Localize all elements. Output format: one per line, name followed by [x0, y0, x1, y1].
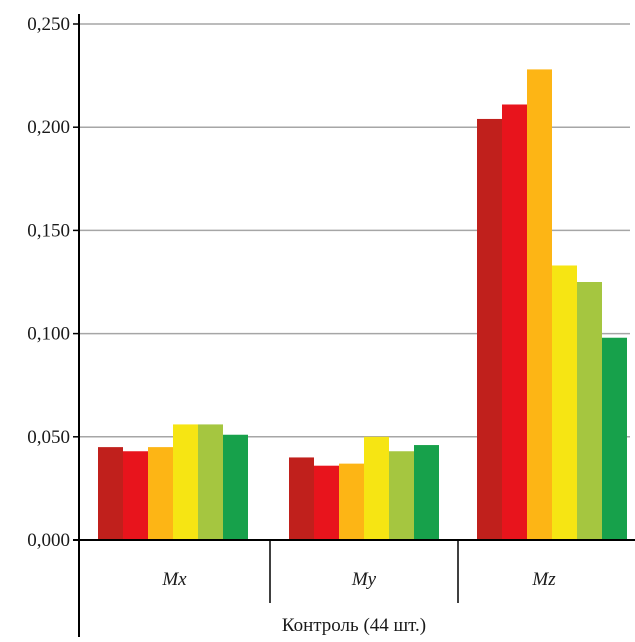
bar — [477, 118, 502, 540]
bar — [148, 447, 173, 540]
y-tick-label: 0,250 — [27, 14, 70, 35]
bar — [414, 445, 439, 540]
bar — [364, 436, 389, 540]
bar — [577, 282, 602, 540]
bar — [552, 265, 577, 540]
y-tick-label: 0,050 — [27, 427, 70, 448]
category-label: Mz — [531, 569, 556, 590]
bar — [98, 447, 123, 540]
bar — [314, 465, 339, 540]
bar — [198, 424, 223, 540]
y-tick-label: 0,200 — [27, 117, 70, 138]
bar — [527, 69, 552, 541]
bar — [123, 451, 148, 540]
bars — [98, 69, 627, 541]
labels: 0,000 0,050 0,100 0,150 0,200 0,250 Mx My Mz Конт… — [27, 14, 556, 636]
group-label: Контроль (44 шт.) — [282, 615, 426, 636]
bar — [289, 457, 314, 540]
bar — [602, 337, 627, 540]
bar — [173, 424, 198, 540]
bar — [223, 434, 248, 540]
category-label: Mx — [161, 569, 187, 590]
bar — [502, 104, 527, 540]
y-tick-label: 0,150 — [27, 220, 70, 241]
axes — [73, 14, 635, 637]
y-tick-label: 0,100 — [27, 324, 70, 345]
bar — [339, 463, 364, 540]
bar — [389, 451, 414, 540]
y-tick-label: 0,000 — [27, 530, 70, 551]
category-label: My — [351, 569, 377, 590]
